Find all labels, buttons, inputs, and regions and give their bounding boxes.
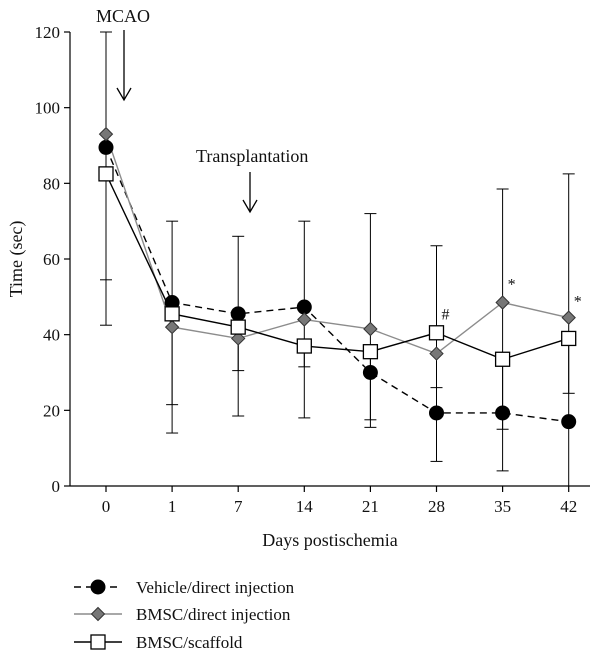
legend-label: Vehicle/direct injection [136,578,295,597]
data-point-diamond [429,346,444,361]
y-tick-label: 60 [43,250,60,269]
x-tick-label: 35 [494,497,511,516]
legend-marker-circle [90,579,106,595]
data-point-diamond [230,331,246,346]
series-markers [98,126,577,430]
series-lines [105,133,569,423]
legend-label: BMSC/scaffold [136,633,243,652]
data-point-square [494,351,511,367]
x-axis-label: Days postischemia [262,530,397,550]
data-point-diamond [363,321,378,337]
data-point-diamond [164,319,180,335]
data-point-square [98,166,114,182]
x-tick-label: 0 [102,497,111,516]
data-point-square [428,325,445,341]
data-point-square [230,319,246,335]
data-point-square [362,344,379,360]
significance-mark: * [508,276,516,293]
data-point-diamond [297,312,312,327]
significance-mark: # [442,307,450,324]
y-tick-label: 100 [35,99,61,118]
data-point-circle [230,306,246,322]
series-line-1 [105,133,569,355]
x-tick-label: 28 [428,497,445,516]
significance-mark: * [574,293,582,310]
legend-marker-diamond [90,606,106,622]
x-tick-label: 42 [560,497,577,516]
x-tick-label: 21 [362,497,379,516]
y-tick-label: 20 [43,401,60,420]
y-axis-label: Time (sec) [6,221,27,298]
data-point-circle [98,139,114,155]
series-line-0 [105,147,569,423]
data-point-circle [495,405,511,421]
data-point-circle [429,405,444,421]
x-tick-label: 14 [296,497,314,516]
data-point-circle [362,365,378,380]
x-tick-label: 7 [234,497,243,516]
arrow-head [116,87,132,102]
legend-marker-square [90,634,106,650]
annotation-mcao: MCAO [96,6,150,26]
y-tick-label: 0 [52,477,61,496]
annotations: MCAO Transplantation # * * [96,6,582,324]
legend: Vehicle/direct injection BMSC/direct inje… [74,578,295,652]
data-point-circle [296,299,312,315]
y-tick-label: 80 [43,174,60,193]
x-tick-label: 1 [168,497,177,516]
data-point-square [561,330,577,347]
data-point-square [164,306,180,322]
data-point-diamond [495,295,510,310]
annotation-transplantation: Transplantation [196,146,308,166]
legend-label: BMSC/direct injection [136,605,291,624]
arrow-head [242,199,258,214]
error-bars [100,31,575,487]
axes: 0 20 40 60 80 100 120 0 1 7 14 21 28 35 42 Days postisc… [6,23,590,550]
data-point-diamond [98,126,114,142]
series-line-2 [105,173,569,361]
data-point-square [296,338,312,354]
y-tick-label: 40 [43,326,60,345]
data-point-diamond [561,310,576,325]
y-tick-label: 120 [35,23,61,42]
data-point-circle [561,414,577,430]
